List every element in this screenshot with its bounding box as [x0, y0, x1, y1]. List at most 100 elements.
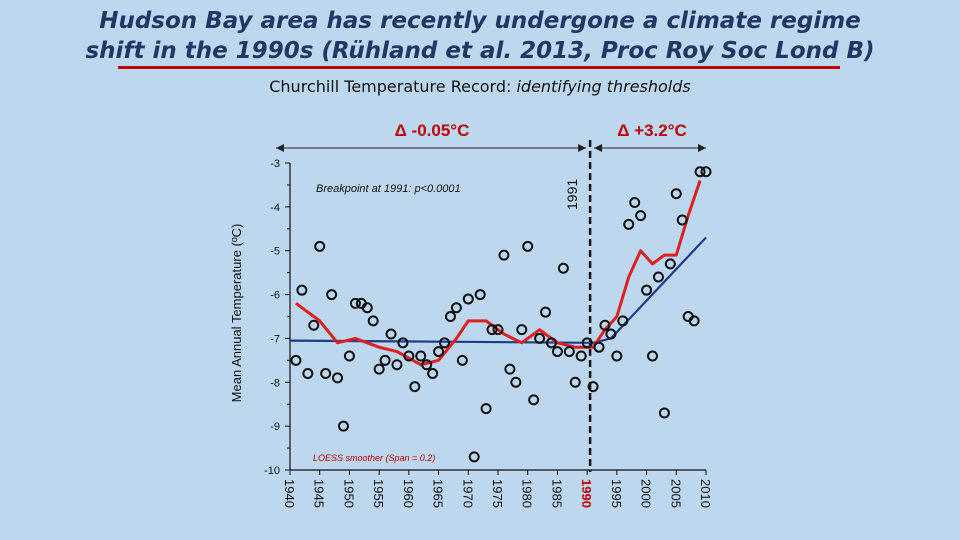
- data-point: [694, 166, 706, 178]
- y-tick-label: -6: [270, 290, 280, 302]
- data-point: [635, 210, 647, 222]
- subtitle-main: Churchill Temperature Record:: [269, 77, 517, 96]
- arrow-head-right: [698, 144, 706, 152]
- data-point: [581, 337, 593, 349]
- data-point: [320, 368, 332, 380]
- x-tick-label: 1965: [431, 479, 446, 508]
- subtitle-italic: identifying thresholds: [516, 77, 691, 96]
- x-tick-label: 1945: [312, 479, 327, 508]
- delta-after-label: Δ +3.2°C: [617, 121, 687, 140]
- x-tick-label: 1995: [609, 479, 624, 508]
- x-tick-label: 1990: [579, 479, 594, 508]
- arrow-head-left: [594, 144, 603, 152]
- data-point: [290, 354, 302, 366]
- x-tick-label: 1985: [549, 479, 564, 508]
- data-point: [534, 332, 546, 344]
- data-point: [599, 319, 611, 331]
- data-point: [522, 240, 534, 252]
- data-point: [498, 249, 510, 261]
- x-tick-label: 2000: [639, 479, 654, 508]
- data-point: [652, 271, 664, 283]
- data-point: [456, 354, 468, 366]
- y-tick-label: -3: [270, 158, 280, 170]
- slide-title-line-1: Hudson Bay area has recently undergone a…: [99, 8, 861, 34]
- data-point: [700, 166, 712, 178]
- range-arrow-after: [594, 144, 706, 152]
- range-arrow-before: [276, 144, 587, 152]
- data-point: [593, 341, 605, 353]
- data-point: [670, 188, 682, 200]
- x-tick-label: 1940: [282, 479, 297, 508]
- data-point: [504, 363, 516, 375]
- data-point: [486, 324, 498, 336]
- arrow-head-left: [276, 144, 284, 152]
- data-point: [510, 376, 522, 388]
- x-tick-label: 1955: [371, 479, 386, 508]
- data-point: [367, 315, 379, 327]
- data-point: [480, 403, 492, 415]
- data-point: [427, 368, 439, 380]
- data-point: [409, 381, 421, 393]
- data-point: [474, 289, 486, 301]
- data-point: [545, 337, 557, 349]
- x-tick-label: 1980: [520, 479, 535, 508]
- chart-subtitle: Churchill Temperature Record: identifyin…: [0, 77, 960, 96]
- data-point: [629, 196, 641, 208]
- x-tick-label: 2010: [698, 479, 713, 508]
- data-point: [623, 218, 635, 230]
- x-tick-label: 1950: [341, 479, 356, 508]
- arrow-head-right: [578, 144, 587, 152]
- data-point: [551, 346, 563, 358]
- breakpoint-note: Breakpoint at 1991: p<0.0001: [316, 183, 461, 195]
- data-point: [516, 324, 528, 336]
- data-point: [664, 258, 676, 270]
- data-point: [688, 315, 700, 327]
- data-point: [676, 214, 688, 226]
- data-point: [326, 289, 338, 301]
- data-point: [337, 420, 349, 432]
- data-point: [492, 324, 504, 336]
- y-tick-label: -10: [264, 465, 280, 477]
- data-point: [468, 451, 480, 463]
- data-point: [397, 337, 409, 349]
- data-point: [373, 363, 385, 375]
- data-point: [444, 311, 456, 322]
- slide-title-line-2: shift in the 1990s (Rühland et al. 2013,…: [85, 38, 875, 64]
- data-point: [403, 350, 415, 362]
- y-tick-label: -5: [270, 246, 280, 258]
- data-point: [433, 346, 445, 358]
- data-point: [658, 407, 670, 419]
- data-point: [302, 368, 314, 380]
- x-tick-label: 1970: [460, 479, 475, 508]
- data-point: [385, 328, 397, 340]
- data-point: [617, 315, 629, 327]
- data-point: [296, 284, 308, 296]
- data-point: [569, 376, 581, 388]
- data-point: [605, 328, 617, 340]
- x-tick-label: 1975: [490, 479, 505, 508]
- segmented-regression-line: [289, 236, 707, 344]
- data-point: [439, 337, 451, 349]
- slide-title: Hudson Bay area has recently undergone a…: [0, 6, 960, 66]
- data-point: [314, 240, 326, 252]
- y-tick-label: -9: [270, 421, 280, 433]
- data-point: [421, 359, 433, 371]
- data-point: [641, 284, 653, 296]
- data-point: [587, 381, 599, 393]
- data-point: [332, 372, 344, 384]
- y-tick-label: -4: [270, 202, 280, 214]
- data-point: [611, 350, 623, 362]
- data-point: [528, 394, 540, 406]
- data-point: [462, 293, 474, 305]
- data-point: [391, 359, 403, 371]
- data-point: [343, 350, 355, 362]
- data-point: [557, 262, 569, 274]
- data-point: [540, 306, 552, 318]
- data-point: [349, 297, 361, 309]
- x-tick-label: 1960: [401, 479, 416, 508]
- data-point: [379, 354, 391, 366]
- data-point: [415, 350, 427, 362]
- loess-smoother-line: [295, 180, 702, 367]
